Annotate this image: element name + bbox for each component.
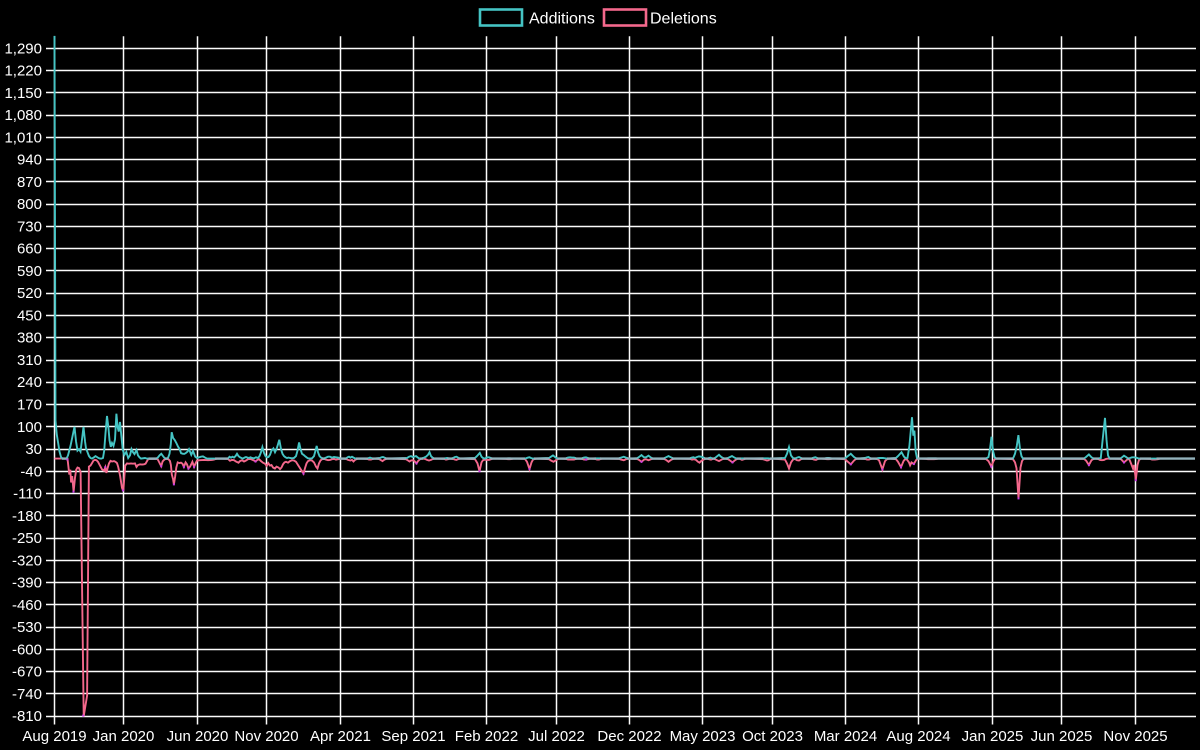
svg-text:590: 590 xyxy=(17,263,42,280)
svg-text:Sep 2021: Sep 2021 xyxy=(381,728,445,745)
svg-text:1,150: 1,150 xyxy=(4,85,42,102)
svg-text:-180: -180 xyxy=(12,508,42,525)
svg-text:1,290: 1,290 xyxy=(4,40,42,57)
svg-text:-600: -600 xyxy=(12,641,42,658)
svg-text:Apr 2021: Apr 2021 xyxy=(310,728,371,745)
svg-text:-670: -670 xyxy=(12,664,42,681)
svg-text:-320: -320 xyxy=(12,552,42,569)
svg-text:Aug 2024: Aug 2024 xyxy=(886,728,950,745)
svg-text:Jun 2020: Jun 2020 xyxy=(167,728,229,745)
svg-text:-110: -110 xyxy=(13,486,42,503)
svg-text:660: 660 xyxy=(17,241,42,258)
svg-text:100: 100 xyxy=(17,419,42,436)
svg-text:-810: -810 xyxy=(12,708,42,725)
svg-text:1,220: 1,220 xyxy=(4,63,42,80)
svg-text:Nov 2020: Nov 2020 xyxy=(234,728,298,745)
svg-text:870: 870 xyxy=(17,174,42,191)
svg-text:-460: -460 xyxy=(12,597,42,614)
svg-text:Dec 2022: Dec 2022 xyxy=(597,728,661,745)
svg-text:940: 940 xyxy=(17,152,42,169)
svg-text:-250: -250 xyxy=(12,530,42,547)
svg-text:520: 520 xyxy=(17,285,42,302)
svg-text:1,010: 1,010 xyxy=(4,129,42,146)
svg-text:800: 800 xyxy=(17,196,42,213)
svg-text:-740: -740 xyxy=(12,686,42,703)
svg-text:1,080: 1,080 xyxy=(4,107,42,124)
svg-text:Additions: Additions xyxy=(529,11,595,28)
svg-text:Aug 2019: Aug 2019 xyxy=(22,728,86,745)
svg-text:Nov 2025: Nov 2025 xyxy=(1103,728,1167,745)
svg-text:-530: -530 xyxy=(12,619,42,636)
svg-text:Jan 2020: Jan 2020 xyxy=(93,728,155,745)
svg-text:730: 730 xyxy=(17,218,42,235)
svg-text:Jan 2025: Jan 2025 xyxy=(962,728,1024,745)
svg-text:Mar 2024: Mar 2024 xyxy=(814,728,877,745)
svg-text:May 2023: May 2023 xyxy=(670,728,736,745)
svg-text:30: 30 xyxy=(25,441,42,458)
svg-text:380: 380 xyxy=(17,330,42,347)
svg-text:Jun 2025: Jun 2025 xyxy=(1031,728,1093,745)
svg-text:Jul 2022: Jul 2022 xyxy=(528,728,585,745)
svg-text:450: 450 xyxy=(17,308,42,325)
svg-text:310: 310 xyxy=(17,352,42,369)
svg-text:Oct 2023: Oct 2023 xyxy=(742,728,803,745)
svg-text:170: 170 xyxy=(17,397,42,414)
svg-text:-40: -40 xyxy=(20,463,42,480)
svg-text:-390: -390 xyxy=(12,575,42,592)
svg-text:Feb 2022: Feb 2022 xyxy=(455,728,518,745)
svg-text:Deletions: Deletions xyxy=(650,11,717,28)
svg-text:240: 240 xyxy=(17,374,42,391)
